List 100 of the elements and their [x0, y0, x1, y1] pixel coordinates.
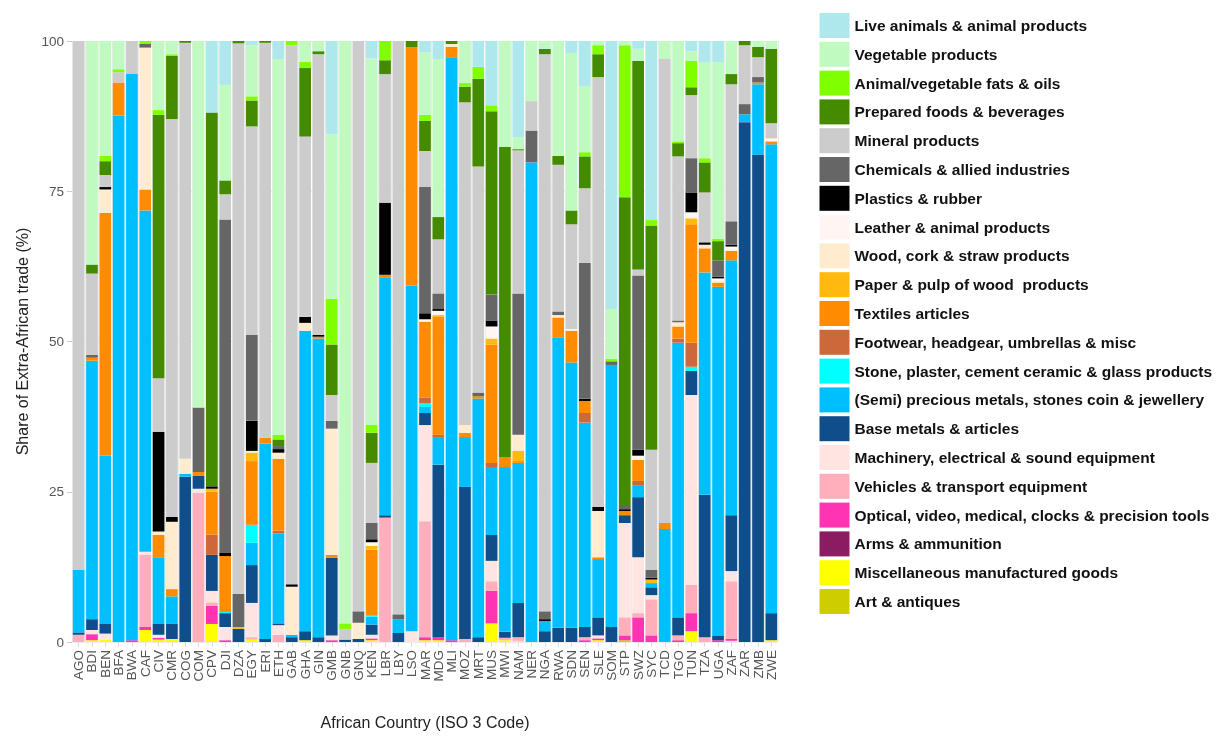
bar: [685, 218, 698, 225]
bar: [459, 639, 471, 642]
bar: [525, 101, 538, 131]
bar: [352, 611, 365, 623]
bar: [419, 114, 431, 121]
bar: [325, 41, 338, 135]
bar: [632, 41, 644, 49]
legend-label: Vehicles & transport equipment: [854, 477, 1088, 495]
x-tick-label: NGA: [537, 650, 553, 680]
x-tick-label: ZAF: [723, 650, 739, 676]
legend-label: Plastics & rubber: [854, 189, 983, 207]
bar: [485, 581, 498, 591]
bar: [325, 344, 338, 395]
bar: [192, 471, 205, 476]
legend-label: (Semi) precious metals, stones coin & jewellery: [854, 391, 1205, 409]
bar: [632, 613, 644, 618]
bar: [712, 241, 724, 261]
y-tick-label: 25: [48, 484, 64, 500]
bar: [139, 189, 152, 211]
bar: [485, 344, 498, 463]
bar: [592, 41, 605, 46]
bar: [578, 401, 591, 414]
bar: [365, 41, 378, 59]
bar: [725, 41, 738, 75]
bar: [152, 535, 165, 558]
bar: [419, 425, 431, 522]
x-tick-label: DJI: [217, 650, 233, 671]
x-tick-label: SOM: [603, 650, 619, 681]
bar: [738, 104, 751, 115]
bar: [472, 66, 485, 79]
x-tick-label: SYC: [643, 649, 659, 678]
bar: [365, 432, 378, 463]
bar: [578, 86, 591, 153]
bar: [139, 47, 152, 190]
x-tick-label: GAB: [284, 650, 300, 679]
bar: [525, 162, 538, 642]
bar: [618, 45, 631, 198]
bar: [352, 639, 365, 642]
bar: [645, 595, 658, 600]
bar: [86, 264, 98, 274]
bar: [512, 450, 525, 462]
x-tick-label: ERI: [257, 650, 273, 673]
bar: [245, 334, 258, 421]
bar: [672, 143, 684, 157]
bar: [192, 488, 205, 493]
bar: [219, 556, 232, 612]
bar: [445, 47, 458, 58]
bar: [459, 41, 471, 84]
bar: [312, 637, 325, 642]
bar: [578, 41, 591, 87]
bar: [685, 87, 698, 96]
bar: [152, 623, 165, 635]
bar: [605, 364, 618, 627]
bar: [725, 571, 738, 582]
bar: [592, 54, 605, 78]
bar: [312, 338, 325, 638]
bar: [605, 626, 618, 642]
x-tick-label: MLI: [444, 650, 460, 673]
bar: [139, 551, 152, 555]
bar: [552, 311, 565, 316]
x-tick-label: ZWE: [763, 650, 779, 680]
bar: [365, 549, 378, 615]
legend-label: Chemicals & allied industries: [854, 161, 1070, 178]
x-tick-label: COM: [191, 650, 207, 682]
bar: [698, 158, 711, 163]
bar: [379, 202, 391, 275]
bar: [445, 44, 458, 48]
bar: [152, 114, 165, 379]
bar: [419, 319, 431, 322]
bar: [738, 41, 751, 46]
x-tick-label: CMR: [164, 649, 180, 681]
bar: [392, 632, 405, 642]
legend-label: Textiles articles: [854, 305, 970, 322]
bar: [419, 413, 431, 426]
x-tick-label: MUS: [484, 650, 500, 680]
bar: [685, 60, 698, 88]
legend-label: Wood, cork & straw products: [854, 247, 1070, 265]
legend-label: Art & antiques: [854, 593, 961, 610]
bar: [325, 420, 338, 429]
bar: [685, 370, 698, 395]
bar: [112, 69, 125, 73]
bar: [485, 105, 498, 112]
bar: [419, 521, 431, 638]
bar: [645, 225, 658, 450]
bar: [206, 590, 218, 603]
bar: [245, 452, 258, 462]
bar: [645, 569, 658, 578]
bar: [139, 554, 152, 627]
legend-label: Leather & animal products: [854, 218, 1051, 236]
legend-label: Animal/vegetable fats & oils: [854, 74, 1061, 92]
x-tick-label: BWA: [124, 650, 140, 681]
bar: [632, 449, 644, 456]
bar: [725, 84, 738, 222]
bar: [219, 84, 232, 181]
bar: [552, 155, 565, 165]
bar: [352, 41, 365, 612]
bar: [632, 455, 644, 460]
bar: [86, 629, 98, 635]
bar: [605, 309, 618, 359]
bar: [525, 130, 538, 163]
